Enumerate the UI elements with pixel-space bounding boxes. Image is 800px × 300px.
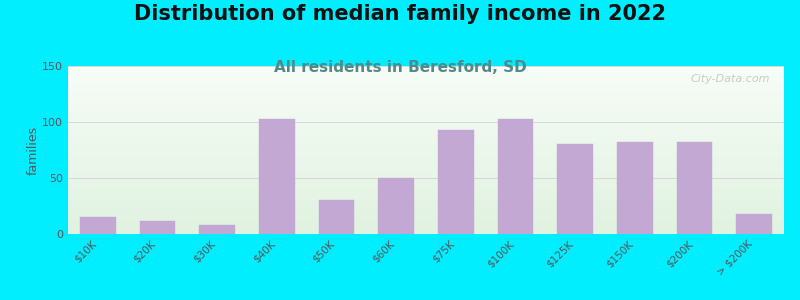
Text: All residents in Beresford, SD: All residents in Beresford, SD bbox=[274, 60, 526, 75]
Text: Distribution of median family income in 2022: Distribution of median family income in … bbox=[134, 4, 666, 25]
Bar bbox=[498, 118, 534, 234]
Bar bbox=[80, 217, 116, 234]
Bar bbox=[259, 118, 294, 234]
Y-axis label: families: families bbox=[26, 125, 39, 175]
Bar bbox=[438, 130, 474, 234]
Bar bbox=[318, 200, 354, 234]
Bar bbox=[378, 178, 414, 234]
Bar bbox=[617, 142, 653, 234]
Bar bbox=[558, 144, 593, 234]
Bar bbox=[199, 225, 235, 234]
Bar bbox=[677, 142, 712, 234]
Text: City-Data.com: City-Data.com bbox=[690, 74, 770, 84]
Bar bbox=[736, 214, 772, 234]
Bar bbox=[139, 220, 175, 234]
